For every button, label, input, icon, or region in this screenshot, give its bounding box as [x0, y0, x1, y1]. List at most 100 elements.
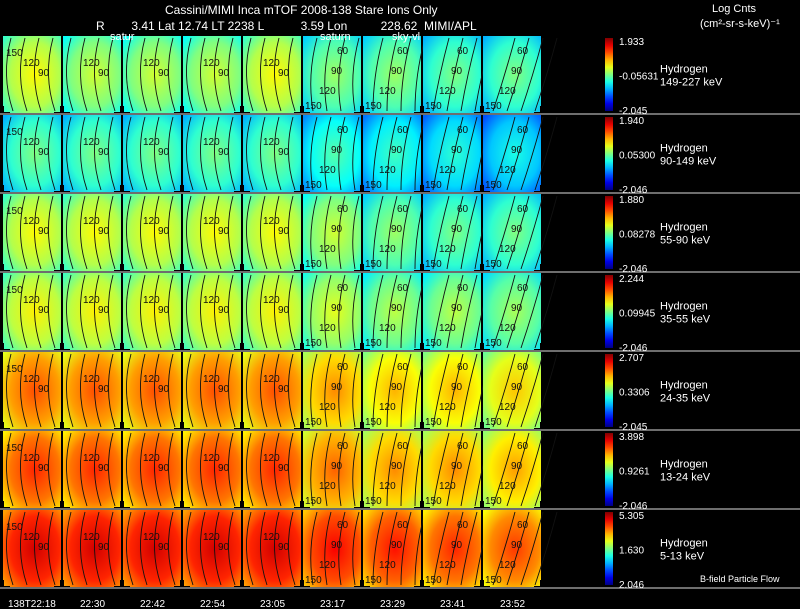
pitch-angle-contour	[80, 116, 88, 191]
pitch-angle-contour	[34, 37, 42, 112]
pitch-angle-contour	[288, 511, 296, 586]
pitch-angle-contour	[352, 274, 360, 349]
pitch-label-60: 60	[337, 204, 349, 215]
colorbar-mid: 1.630	[619, 546, 644, 557]
pitch-angle-contour	[386, 37, 398, 112]
pitch-label-90: 90	[451, 66, 463, 77]
pitch-label-150: 150	[425, 496, 442, 507]
pitch-angle-contour	[460, 274, 478, 349]
pitch-label-90: 90	[511, 540, 523, 551]
pitch-angle-contour	[386, 432, 398, 507]
pitch-angle-contour	[48, 37, 56, 112]
pitch-angle-contour	[274, 432, 282, 507]
pitch-label-60: 60	[457, 441, 469, 452]
pitch-angle-contour	[34, 195, 42, 270]
colorbar	[605, 275, 613, 348]
pitch-label-90: 90	[278, 147, 290, 158]
flow-legend: B-field Particle Flow	[700, 574, 780, 584]
pitch-label-120: 120	[203, 295, 220, 306]
pitch-label-120: 120	[439, 244, 456, 255]
heatmap-panel	[3, 194, 61, 271]
pitch-angle-contour	[400, 195, 412, 270]
pitch-angle-contour	[214, 353, 222, 428]
heatmap-panel	[63, 510, 121, 587]
heatmap-panel	[423, 352, 481, 429]
colorbar-min: -2.046	[619, 501, 648, 512]
pitch-label-90: 90	[98, 384, 110, 395]
heatmap-panel	[423, 36, 481, 113]
pitch-label-60: 60	[397, 362, 409, 373]
pitch-angle-contour	[386, 511, 398, 586]
pitch-angle-contour	[48, 274, 56, 349]
pitch-label-150: 150	[365, 259, 382, 270]
pitch-angle-contour	[66, 116, 74, 191]
heatmap-panel	[243, 273, 301, 350]
pitch-angle-contour	[168, 353, 176, 428]
pitch-label-90: 90	[331, 461, 343, 472]
pitch-angle-contour	[126, 432, 134, 507]
pitch-angle-contour	[108, 511, 116, 586]
pitch-angle-contour	[288, 274, 296, 349]
pitch-angle-contour	[48, 511, 56, 586]
energy-label: 24-35 keV	[660, 393, 711, 405]
pitch-angle-contour	[288, 37, 296, 112]
colorbar-min: -2.046	[619, 343, 648, 354]
pitch-angle-contour	[108, 432, 116, 507]
pitch-label-120: 120	[143, 532, 160, 543]
pitch-label-120: 120	[83, 374, 100, 385]
pitch-label-150: 150	[305, 338, 322, 349]
pitch-angle-contour	[372, 353, 384, 428]
pitch-angle-contour	[66, 353, 74, 428]
pitch-angle-contour	[324, 353, 332, 428]
pitch-label-120: 120	[319, 560, 336, 571]
heatmap-panel	[183, 273, 241, 350]
pitch-angle-contour	[492, 195, 516, 270]
heatmap-panel	[303, 431, 361, 508]
pitch-angle-contour	[310, 274, 318, 349]
pitch-angle-contour	[492, 37, 516, 112]
pitch-label-90: 90	[38, 463, 50, 474]
pitch-label-60: 60	[457, 125, 469, 136]
pitch-label-90: 90	[331, 540, 343, 551]
pitch-angle-contour	[214, 432, 222, 507]
pitch-label-90: 90	[38, 542, 50, 553]
pitch-label-150: 150	[365, 338, 382, 349]
colorbar-mid: -0.05631	[619, 72, 659, 83]
heatmap-panel	[3, 431, 61, 508]
pitch-label-120: 120	[319, 323, 336, 334]
pitch-angle-contour	[228, 432, 236, 507]
pitch-angle-contour	[108, 116, 116, 191]
heatmap-panel	[303, 194, 361, 271]
pitch-angle-contour	[154, 37, 162, 112]
pitch-angle-contour	[520, 37, 544, 112]
pitch-angle-contour	[94, 195, 102, 270]
pitch-label-60: 60	[517, 204, 529, 215]
heatmap-panel	[183, 36, 241, 113]
pitch-label-120: 120	[83, 137, 100, 148]
pitch-angle-contour	[506, 511, 530, 586]
pitch-angle-contour	[34, 274, 42, 349]
pitch-angle-contour	[80, 511, 88, 586]
pitch-label-120: 120	[143, 58, 160, 69]
species-label: Hydrogen	[660, 143, 708, 155]
pitch-angle-contour	[352, 353, 360, 428]
pitch-label-90: 90	[511, 66, 523, 77]
pitch-angle-contour	[310, 432, 318, 507]
pitch-angle-contour	[186, 274, 194, 349]
pitch-angle-contour	[154, 116, 162, 191]
heatmap-panel	[183, 115, 241, 192]
pitch-angle-contour	[94, 274, 102, 349]
pitch-label-120: 120	[379, 560, 396, 571]
pitch-angle-contour	[260, 353, 268, 428]
pitch-angle-contour	[20, 37, 28, 112]
heatmap-panel	[183, 431, 241, 508]
heatmap-panel	[423, 115, 481, 192]
pitch-angle-contour	[446, 195, 464, 270]
pitch-angle-contour	[20, 274, 28, 349]
pitch-angle-contour	[534, 37, 558, 112]
pitch-angle-contour	[168, 195, 176, 270]
colorbar	[605, 512, 613, 585]
pitch-label-150: 150	[425, 417, 442, 428]
pitch-angle-contour	[186, 195, 194, 270]
pitch-label-150: 150	[485, 417, 502, 428]
